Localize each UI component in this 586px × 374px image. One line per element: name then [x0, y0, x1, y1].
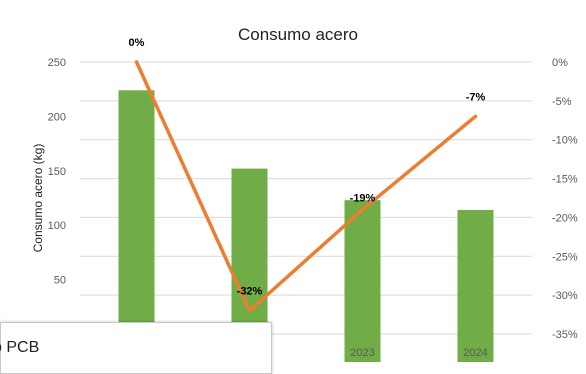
y-left-tick-label: 150	[48, 166, 66, 178]
y-right-tick-label: 0%	[552, 57, 568, 69]
y-right-tick-label: -30%	[552, 290, 578, 302]
line-data-label: -7%	[466, 91, 486, 103]
bar	[457, 209, 494, 362]
y-right-tick-label: -35%	[552, 329, 578, 341]
y-right-tick-label: -20%	[552, 212, 578, 224]
line-data-label: -32%	[237, 286, 263, 298]
y-right-tick-label: -15%	[552, 174, 578, 186]
x-tick-label: 2023	[350, 347, 374, 359]
y-left-tick-label: 250	[48, 57, 66, 69]
bar	[344, 200, 381, 362]
x-tick-label: 2024	[463, 347, 487, 359]
overlay-text: o PCB	[0, 339, 40, 356]
overlay-window: o PCB	[0, 322, 272, 374]
line-data-label: 0%	[129, 37, 145, 49]
y-left-tick-label: 200	[48, 111, 66, 123]
axis-ticks: 50 100 150 200 250 0% -5% -10% -15% -20% -25% -30% -…	[48, 57, 578, 359]
y-left-tick-label: 100	[48, 220, 66, 232]
y-right-tick-label: -25%	[552, 251, 578, 263]
chart: Consumo acero Consumo acero (kg) 0% -32% -…	[31, 25, 578, 362]
bar	[118, 90, 155, 362]
line-data-label: -19%	[350, 193, 376, 205]
line-series	[134, 60, 478, 313]
data-labels: 0% -32% -19% -7%	[129, 37, 486, 298]
line-series-path	[134, 60, 478, 313]
y-right-tick-label: -5%	[552, 96, 572, 108]
y-axis-label: Consumo acero (kg)	[31, 144, 45, 253]
chart-title: Consumo acero	[238, 25, 358, 44]
y-right-tick-label: -10%	[552, 135, 578, 147]
y-left-tick-label: 50	[54, 275, 66, 287]
